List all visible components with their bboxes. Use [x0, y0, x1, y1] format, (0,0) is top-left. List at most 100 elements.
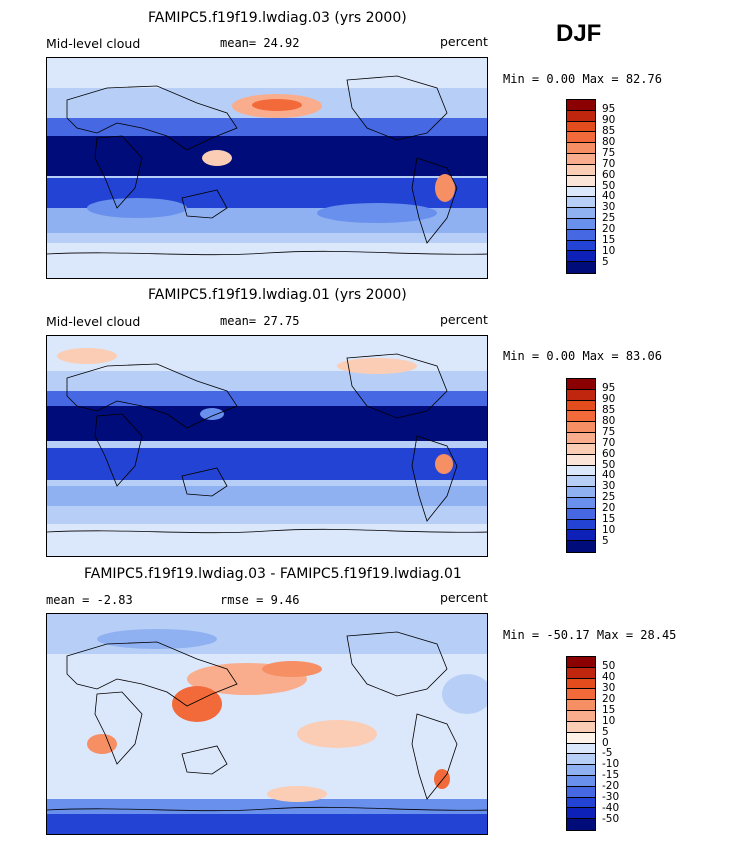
colorbar-swatch: [567, 143, 595, 155]
colorbar-swatch: [567, 443, 595, 455]
colorbar-tick-label: -40: [602, 802, 620, 815]
colorbar-swatch: [567, 240, 595, 252]
colorbar-tick-label: 40: [602, 469, 616, 482]
colorbar-swatch: [567, 154, 595, 165]
colorbar-swatch: [567, 121, 595, 133]
colorbar-swatch: [567, 229, 595, 241]
colorbar-swatch: [567, 186, 595, 198]
colorbar-swatch: [567, 765, 595, 776]
panel2-variable-label: Mid-level cloud: [46, 314, 141, 329]
colorbar-tick-label: 15: [602, 703, 616, 716]
colorbar-swatch: [567, 519, 595, 531]
colorbar-swatch: [567, 721, 595, 733]
colorbar-tick-label: -20: [602, 780, 620, 793]
colorbar-swatch: [567, 422, 595, 434]
colorbar-tick-label: 75: [602, 146, 616, 159]
panel2-colorbar: [566, 378, 596, 553]
colorbar-tick-label: 20: [602, 502, 616, 515]
panel1-units-label: percent: [440, 34, 488, 49]
colorbar-swatch: [567, 487, 595, 498]
colorbar-swatch: [567, 433, 595, 444]
colorbar-swatch: [567, 657, 595, 668]
colorbar-tick-label: 5: [602, 725, 609, 738]
panel3-map: [46, 613, 488, 835]
colorbar-swatch: [567, 786, 595, 798]
panel2-title: FAMIPC5.f19f19.lwdiag.01 (yrs 2000): [148, 287, 407, 303]
colorbar-tick-label: 40: [602, 670, 616, 683]
panel2-map-svg: [47, 336, 487, 556]
colorbar-swatch: [567, 667, 595, 679]
colorbar-tick-label: 10: [602, 245, 616, 258]
colorbar-swatch: [567, 454, 595, 466]
colorbar-tick-label: 70: [602, 157, 616, 170]
colorbar-swatch: [567, 700, 595, 712]
colorbar-swatch: [567, 110, 595, 122]
colorbar-swatch: [567, 743, 595, 755]
colorbar-swatch: [567, 689, 595, 701]
panel1-mean-label: mean= 24.92: [220, 36, 300, 50]
panel3-units-label: percent: [440, 590, 488, 605]
colorbar-swatch: [567, 530, 595, 542]
colorbar-swatch: [567, 775, 595, 787]
colorbar-tick-label: -30: [602, 791, 620, 804]
colorbar-tick-label: 50: [602, 179, 616, 192]
panel2-minmax-label: Min = 0.00 Max = 83.06: [503, 349, 662, 363]
colorbar-tick-label: 25: [602, 212, 616, 225]
colorbar-swatch: [567, 497, 595, 509]
panel1-map-svg: [47, 58, 487, 278]
colorbar-swatch: [567, 819, 595, 830]
colorbar-swatch: [567, 208, 595, 219]
colorbar-swatch: [567, 379, 595, 390]
colorbar-tick-label: 50: [602, 458, 616, 471]
colorbar-swatch: [567, 132, 595, 144]
colorbar-tick-label: 85: [602, 403, 616, 416]
panel1-minmax-label: Min = 0.00 Max = 82.76: [503, 72, 662, 86]
colorbar-swatch: [567, 711, 595, 722]
colorbar-tick-label: -50: [602, 813, 620, 826]
panel1-title: FAMIPC5.f19f19.lwdiag.03 (yrs 2000): [148, 10, 407, 26]
colorbar-tick-label: -15: [602, 769, 620, 782]
colorbar-tick-label: 40: [602, 190, 616, 203]
colorbar-swatch: [567, 218, 595, 230]
colorbar-swatch: [567, 508, 595, 520]
colorbar-tick-label: 30: [602, 681, 616, 694]
colorbar-tick-label: 15: [602, 513, 616, 526]
colorbar-swatch: [567, 100, 595, 111]
colorbar-tick-label: 70: [602, 436, 616, 449]
colorbar-tick-label: 15: [602, 234, 616, 247]
colorbar-tick-label: 5: [602, 256, 609, 269]
colorbar-tick-label: 20: [602, 223, 616, 236]
colorbar-swatch: [567, 251, 595, 263]
colorbar-tick-label: 0: [602, 736, 609, 749]
colorbar-tick-label: 20: [602, 692, 616, 705]
panel1-colorbar: [566, 99, 596, 274]
colorbar-tick-label: 85: [602, 124, 616, 137]
colorbar-tick-label: 90: [602, 113, 616, 126]
panel1-map: [46, 57, 488, 279]
colorbar-swatch: [567, 465, 595, 477]
colorbar-tick-label: 10: [602, 524, 616, 537]
panel3-map-svg: [47, 614, 487, 834]
colorbar-tick-label: 80: [602, 135, 616, 148]
colorbar-tick-label: 5: [602, 535, 609, 548]
colorbar-swatch: [567, 389, 595, 401]
colorbar-swatch: [567, 197, 595, 209]
panel3-title: FAMIPC5.f19f19.lwdiag.03 - FAMIPC5.f19f1…: [84, 566, 462, 582]
panel2-mean-label: mean= 27.75: [220, 314, 300, 328]
panel2-map: [46, 335, 488, 557]
colorbar-tick-label: 60: [602, 447, 616, 460]
colorbar-swatch: [567, 678, 595, 690]
colorbar-tick-label: -10: [602, 758, 620, 771]
colorbar-tick-label: 30: [602, 201, 616, 214]
colorbar-tick-label: 50: [602, 659, 616, 672]
colorbar-tick-label: 80: [602, 414, 616, 427]
colorbar-swatch: [567, 175, 595, 187]
panel3-mean-label: mean = -2.83: [46, 593, 133, 607]
panel3-rmse-label: rmse = 9.46: [220, 593, 300, 607]
colorbar-tick-label: 95: [602, 381, 616, 394]
colorbar-tick-label: 10: [602, 714, 616, 727]
panel2-units-label: percent: [440, 312, 488, 327]
colorbar-swatch: [567, 732, 595, 744]
colorbar-tick-label: 30: [602, 480, 616, 493]
colorbar-tick-label: 60: [602, 168, 616, 181]
